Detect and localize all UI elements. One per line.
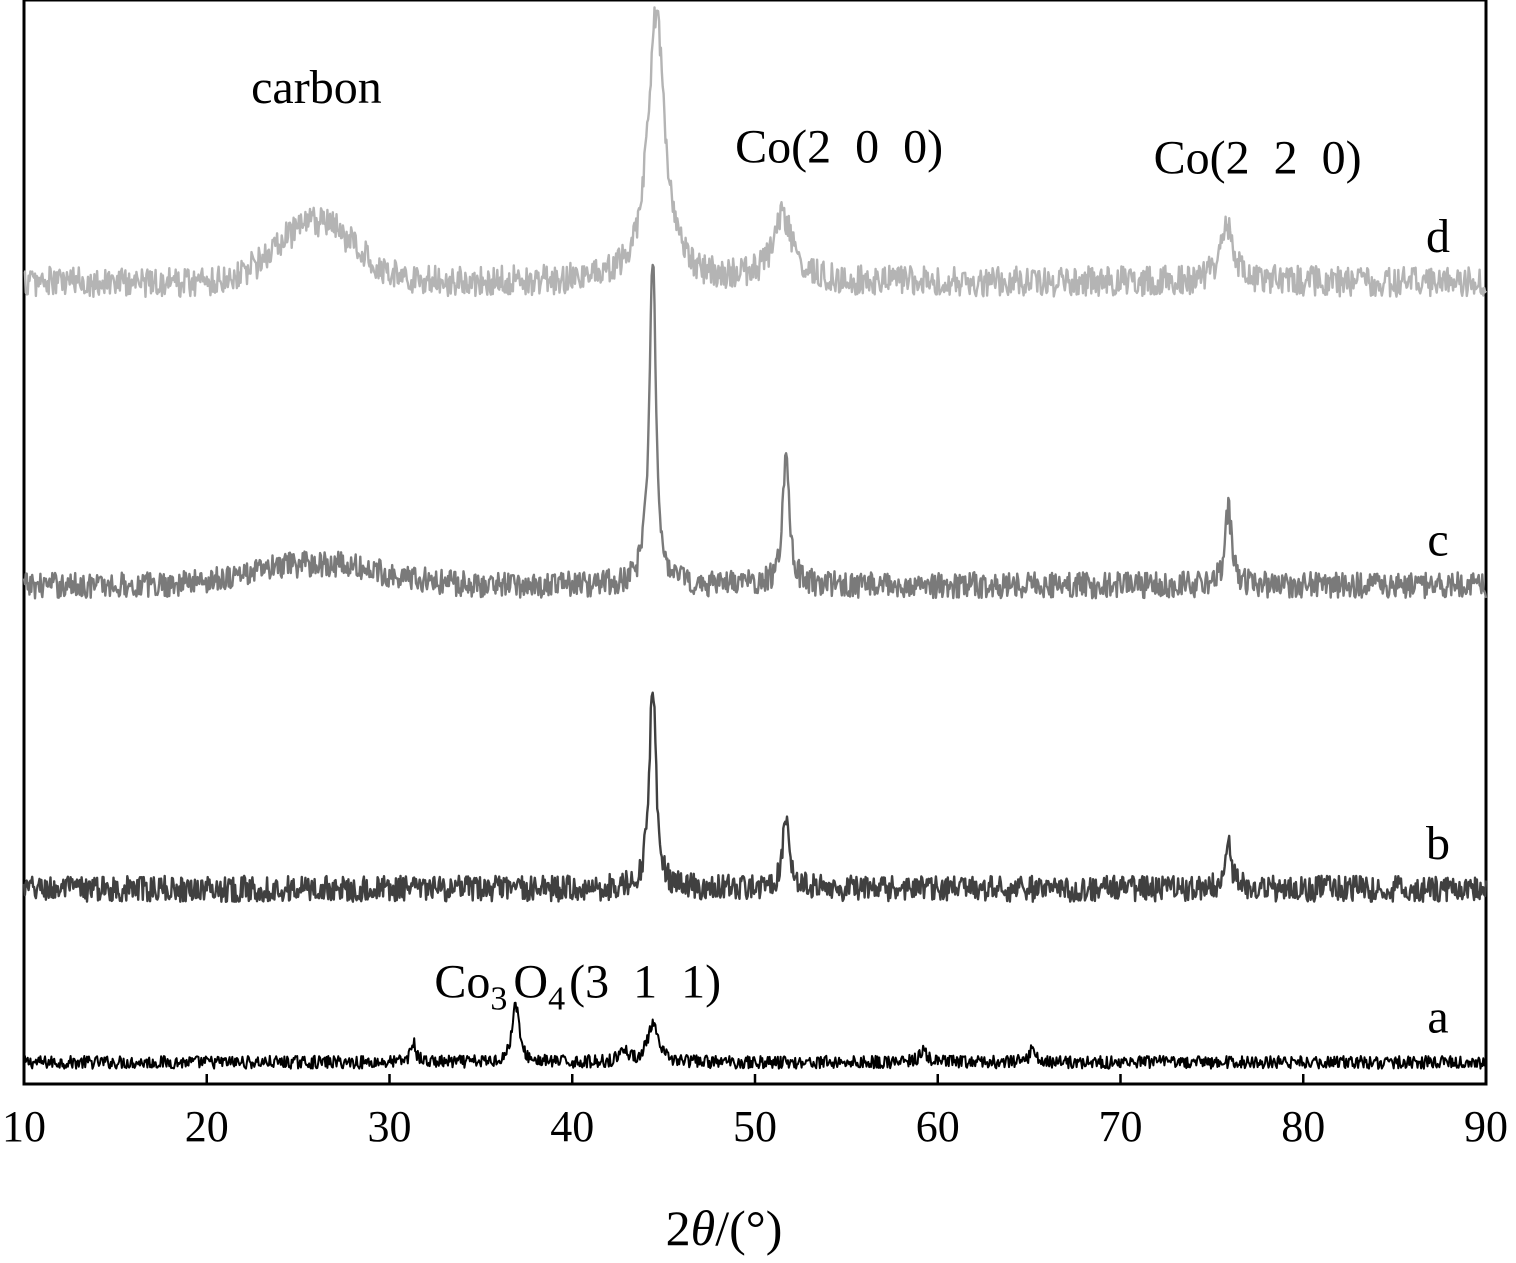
series-label-d: d <box>1426 210 1450 263</box>
x-tick-label: 60 <box>916 1102 960 1151</box>
peak-annotation: Co(2 0 0) <box>735 121 943 174</box>
x-tick-label: 80 <box>1281 1102 1325 1151</box>
x-tick-label: 20 <box>185 1102 229 1151</box>
series-line-b <box>22 691 1488 903</box>
peak-annotation: carbon <box>251 61 382 114</box>
x-tick-label: 10 <box>2 1102 46 1151</box>
x-axis-ticks: 10 20 30 40 50 60 70 80 90 <box>2 1074 1508 1151</box>
peak-annotation: Co3 O4(3 1 1) <box>434 955 721 1017</box>
x-tick-label: 70 <box>1099 1102 1143 1151</box>
series-layer: a b c d <box>22 6 1488 1070</box>
series-label-b: b <box>1426 817 1450 870</box>
x-tick-label: 50 <box>733 1102 777 1151</box>
x-tick-label: 90 <box>1464 1102 1508 1151</box>
peak-annotation: Co(2 2 0) <box>1154 131 1362 184</box>
series-label-c: c <box>1427 513 1448 566</box>
x-axis-title: 2θ/(°) <box>666 1200 783 1256</box>
x-tick-label: 40 <box>550 1102 594 1151</box>
series-label-a: a <box>1427 990 1448 1043</box>
series-line-c <box>22 263 1488 600</box>
series-line-d <box>23 6 1487 298</box>
x-tick-label: 30 <box>368 1102 412 1151</box>
series-line-a <box>23 1001 1487 1070</box>
